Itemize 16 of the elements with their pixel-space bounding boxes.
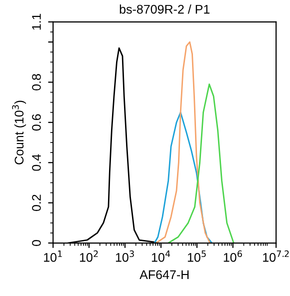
y-axis-title: Count (10$^{3}$) xyxy=(12,100,26,164)
x-tick-label: 10$^{3}$ xyxy=(116,250,134,262)
x-tick-label: 10$^{4}$ xyxy=(152,250,170,262)
x-tick-label: 10$^{6}$ xyxy=(224,250,242,262)
x-axis-title: AF647-H xyxy=(140,270,189,280)
x-tick-label: 10$^{2}$ xyxy=(80,250,98,262)
y-tick-label: 0 xyxy=(32,240,41,246)
x-tick-label: 10$^{5}$ xyxy=(188,250,206,262)
x-tick-label: 10$^{7.2}$ xyxy=(263,250,289,262)
y-tick-label: 1.1 xyxy=(32,14,41,30)
x-tick-label: 10$^{1}$ xyxy=(44,250,62,262)
y-tick-label: 0.6 xyxy=(32,114,41,131)
y-tick-label: 0.8 xyxy=(32,74,41,90)
chart-title: bs-8709R-2 / P1 xyxy=(120,4,210,14)
y-tick-label: 0.2 xyxy=(32,194,41,212)
y-tick-label: 0.4 xyxy=(32,154,41,171)
